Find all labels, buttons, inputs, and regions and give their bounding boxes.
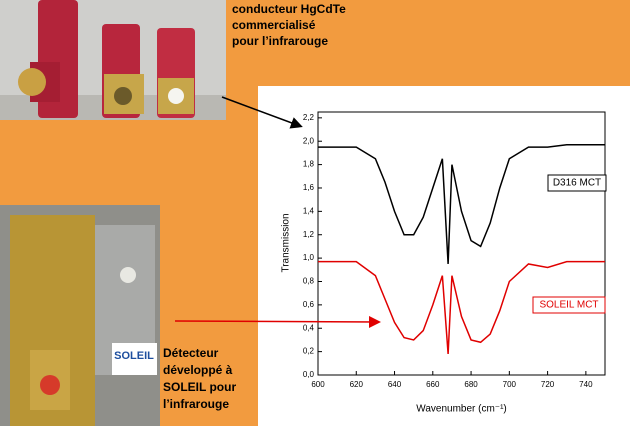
y-tick-label: 0,6 xyxy=(303,300,315,309)
y-tick-label: 1,4 xyxy=(303,206,315,215)
arrow xyxy=(174,315,381,328)
y-tick-label: 2,2 xyxy=(303,113,315,122)
caption-line: commercialisé xyxy=(232,18,316,32)
caption-line: développé à xyxy=(163,363,233,377)
x-axis-label: Wavenumber (cm⁻¹) xyxy=(416,404,506,415)
x-tick-label: 640 xyxy=(388,380,402,389)
y-tick-label: 1,2 xyxy=(303,230,315,239)
series-line xyxy=(318,260,605,355)
x-tick-label: 660 xyxy=(426,380,440,389)
y-tick-label: 2,0 xyxy=(303,136,315,145)
y-tick-label: 1,6 xyxy=(303,183,315,192)
y-tick-label: 0,2 xyxy=(303,347,315,356)
legend-label: SOLEIL MCT xyxy=(539,300,598,311)
caption-line: Détecteur xyxy=(163,346,219,360)
y-tick-label: 0,0 xyxy=(303,370,315,379)
x-tick-label: 740 xyxy=(579,380,593,389)
y-tick-label: 1,8 xyxy=(303,160,315,169)
y-axis-label: Transmission xyxy=(281,213,292,272)
y-tick-label: 1,0 xyxy=(303,253,315,262)
series-line xyxy=(318,143,605,264)
x-tick-label: 700 xyxy=(503,380,517,389)
x-tick-label: 720 xyxy=(541,380,555,389)
caption-line: pour l’infrarouge xyxy=(232,34,328,48)
arrow xyxy=(221,96,303,129)
caption-line: SOLEIL pour xyxy=(163,380,236,394)
logo-text: SOLEIL xyxy=(114,350,154,362)
legend-box xyxy=(532,296,606,314)
photo-soleil-detector: SOLEIL xyxy=(0,205,160,426)
legend-label: D316 MCT xyxy=(553,178,601,189)
legend-box xyxy=(547,174,607,192)
photo-commercial-detectors xyxy=(0,0,226,120)
caption-line: l’infrarouge xyxy=(163,397,229,411)
x-tick-label: 600 xyxy=(311,380,325,389)
x-tick-label: 680 xyxy=(464,380,478,389)
plot-frame xyxy=(317,111,606,376)
x-tick-label: 620 xyxy=(350,380,364,389)
chart-panel xyxy=(258,86,630,426)
caption-line: conducteur HgCdTe xyxy=(232,2,346,16)
y-tick-label: 0,4 xyxy=(303,323,315,332)
y-tick-label: 0,8 xyxy=(303,277,315,286)
